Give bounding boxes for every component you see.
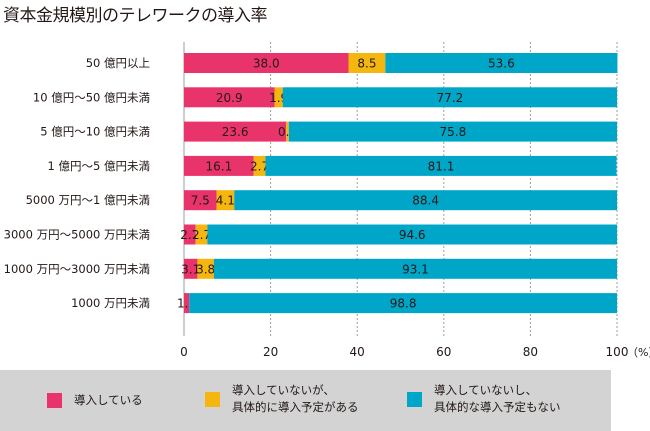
- bar-segment: [282, 87, 617, 108]
- data-label: 93.1: [402, 262, 429, 276]
- bar-segment: [184, 155, 254, 176]
- x-tick-label: 60: [436, 345, 451, 359]
- legend-label-not-planned: 導入していないし、 具体的な導入予定もない: [434, 383, 561, 414]
- category-label: 1 億円～5 億円未満: [48, 159, 150, 173]
- bar-segment: [184, 258, 198, 279]
- data-label: 77.2: [437, 91, 464, 105]
- bar-segment: [286, 121, 289, 142]
- x-tick-label: 80: [523, 345, 538, 359]
- bar-segment: [184, 121, 287, 142]
- legend-item-introduced: 導入している: [47, 392, 143, 409]
- category-label: 5000 万円～1 億円未満: [26, 193, 150, 207]
- bar-segment: [265, 155, 617, 176]
- data-label: 8.5: [357, 57, 376, 71]
- data-label: 23.6: [222, 125, 249, 139]
- data-label: 88.4: [412, 194, 439, 208]
- bar-segment: [184, 190, 217, 211]
- data-label: 3.1: [181, 262, 200, 276]
- x-tick-label: 20: [263, 345, 278, 359]
- data-label: 53.6: [488, 57, 515, 71]
- x-unit-label: （%）: [627, 346, 650, 359]
- data-label: 7.5: [191, 194, 210, 208]
- bar-segment: [207, 224, 617, 245]
- bar-segment: [197, 258, 214, 279]
- legend-item-not-planned: 導入していないし、 具体的な導入予定もない: [407, 382, 561, 416]
- bar-segment: [288, 121, 617, 142]
- bar-segment: [348, 53, 386, 73]
- chart-title: 資本金規模別のテレワークの導入率: [3, 6, 268, 26]
- data-label: 98.8: [390, 297, 417, 311]
- bar-segment: [184, 53, 349, 73]
- legend-label-introduced: 導入している: [74, 393, 143, 407]
- data-label: 81.1: [428, 159, 455, 173]
- bar-segment: [184, 224, 196, 245]
- data-label: 75.8: [440, 125, 467, 139]
- category-label: 3000 万円～5000 万円未満: [4, 228, 150, 242]
- data-label: 38.0: [253, 57, 280, 71]
- bar-segment: [216, 190, 235, 211]
- stacked-bar-chart: 50 億円以上 38.0 8.5 53.610 億円～50 億円未満 20.9 1.9 77…: [4, 42, 650, 359]
- legend-swatch-introduced: [47, 393, 62, 408]
- x-tick-label: 100: [606, 345, 629, 359]
- data-label: 16.1: [205, 159, 232, 173]
- bar-segment: [189, 293, 618, 314]
- legend-swatch-planned: [205, 391, 220, 407]
- category-label: 50 億円以上: [86, 56, 150, 70]
- bar-segment: [184, 293, 190, 314]
- data-label: 3.8: [196, 262, 215, 276]
- legend-swatch-not-planned: [407, 391, 422, 407]
- category-label: 1000 万円未満: [71, 296, 150, 310]
- legend: 導入している 導入していないが、 具体的に導入予定がある 導入していないし、 具…: [0, 370, 611, 431]
- x-tick-label: 40: [350, 345, 365, 359]
- bar-segment: [184, 87, 275, 108]
- category-label: 5 億円～10 億円未満: [40, 125, 150, 139]
- bar-segment: [213, 258, 617, 279]
- data-label: 2.7: [192, 228, 211, 242]
- bar-segment: [234, 190, 617, 211]
- category-label: 10 億円～50 億円未満: [33, 90, 150, 104]
- data-label: 94.6: [399, 228, 426, 242]
- bar-segment: [195, 224, 208, 245]
- legend-label-planned: 導入していないが、 具体的に導入予定がある: [232, 383, 359, 414]
- data-label: 4.1: [216, 194, 235, 208]
- bar-segment: [385, 53, 618, 73]
- data-label: 2.7: [180, 228, 199, 242]
- bar-segment: [253, 155, 266, 176]
- bar-segment: [274, 87, 283, 108]
- data-label: 20.9: [216, 91, 243, 105]
- data-label: 2.7: [250, 159, 269, 173]
- legend-item-planned: 導入していないが、 具体的に導入予定がある: [205, 382, 359, 416]
- x-tick-label: 0: [180, 345, 188, 359]
- category-label: 1000 万円～3000 万円未満: [4, 262, 150, 276]
